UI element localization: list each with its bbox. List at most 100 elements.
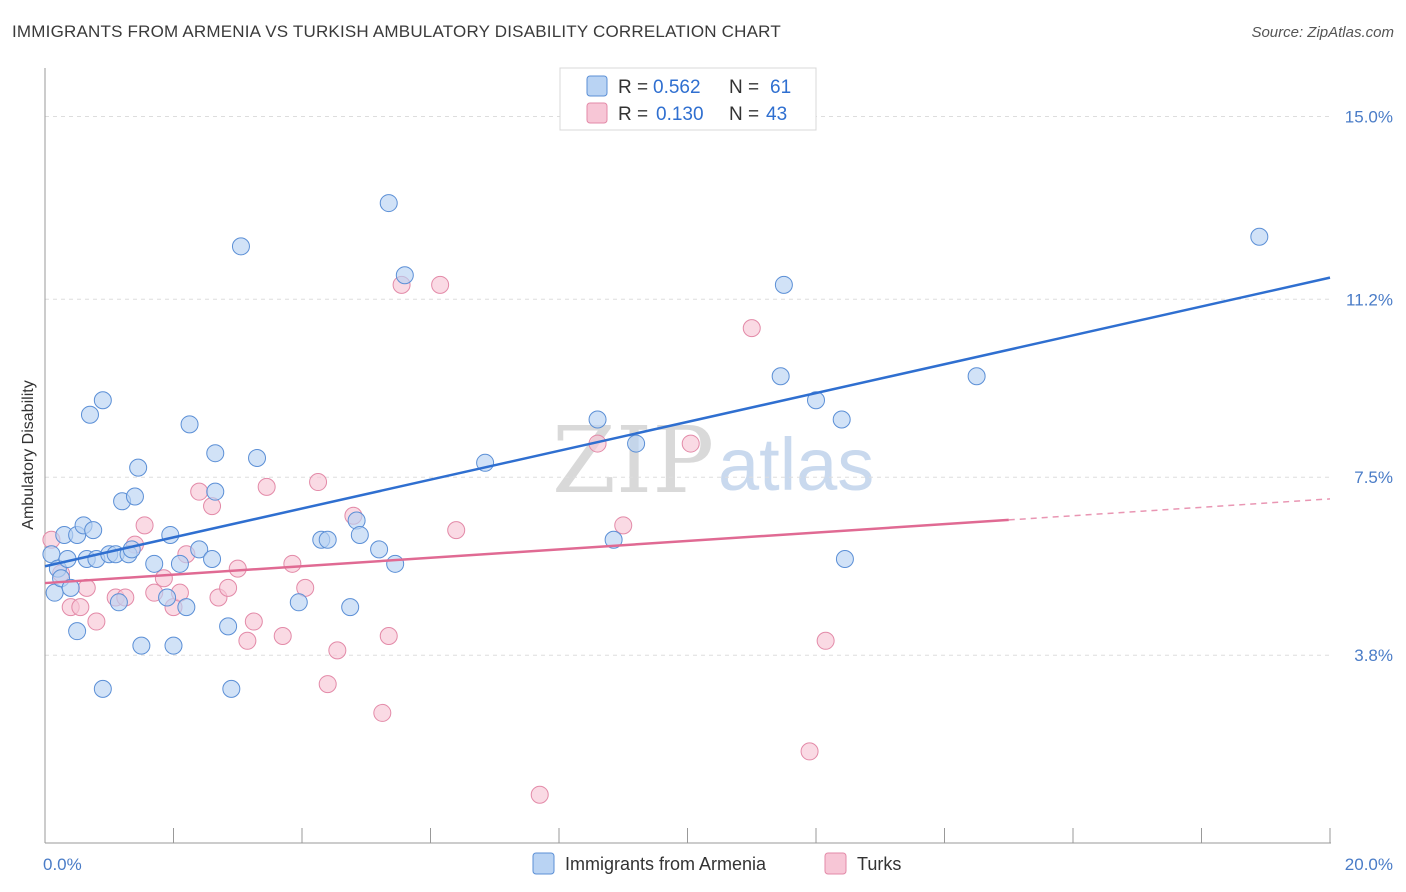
x-tick-label-1: 20.0%	[1345, 855, 1393, 874]
point-pink-31	[379, 626, 398, 645]
bottom-legend-swatch-armenia	[532, 852, 555, 875]
legend-n-value-1: 43	[766, 104, 787, 125]
point-blue-51	[588, 410, 607, 429]
legend-n-label-0: N =	[729, 77, 759, 98]
point-blue-43	[341, 598, 360, 617]
point-blue-53	[627, 434, 646, 453]
point-blue-57	[832, 410, 851, 429]
point-blue-46	[370, 540, 389, 559]
point-blue-24	[132, 636, 151, 655]
point-pink-39	[742, 319, 761, 338]
point-pink-35	[530, 785, 549, 804]
point-blue-11	[80, 405, 99, 424]
watermark-zip: ZIP	[552, 407, 714, 514]
point-pink-34	[447, 521, 466, 540]
legend: R = 0.562 N = 61 R = 0.130 N = 43	[559, 67, 817, 131]
point-blue-36	[219, 617, 238, 636]
trend-line-blue	[44, 276, 1331, 568]
point-pink-30	[373, 703, 392, 722]
trend-line-pink-extension	[1008, 498, 1331, 521]
point-blue-18	[109, 593, 128, 612]
point-blue-12	[84, 521, 103, 540]
point-pink-5	[87, 612, 106, 631]
point-blue-27	[161, 525, 180, 544]
axes	[44, 68, 1331, 844]
point-pink-21	[244, 612, 263, 631]
point-pink-23	[273, 626, 292, 645]
point-blue-48	[386, 554, 405, 573]
bottom-legend: Immigrants from Armenia Turks	[532, 852, 901, 875]
point-blue-49	[395, 266, 414, 285]
legend-swatch-blue	[586, 75, 608, 97]
point-blue-22	[125, 487, 144, 506]
point-blue-26	[158, 588, 177, 607]
legend-n-value-0: 61	[770, 77, 791, 98]
point-pink-28	[328, 641, 347, 660]
bottom-legend-swatch-turks	[824, 852, 847, 875]
point-pink-26	[309, 473, 328, 492]
point-blue-54	[771, 367, 790, 386]
legend-r-value-1: 0.130	[656, 104, 704, 125]
point-blue-52	[604, 530, 623, 549]
point-blue-14	[93, 391, 112, 410]
legend-r-label-0: R =	[618, 77, 648, 98]
point-pink-41	[816, 631, 835, 650]
y-tick-label-2: 11.2%	[1346, 290, 1393, 309]
point-blue-60	[1250, 227, 1269, 246]
point-blue-23	[129, 458, 148, 477]
point-pink-11	[154, 569, 173, 588]
point-pink-38	[681, 434, 700, 453]
legend-swatch-pink	[586, 102, 608, 124]
point-pink-33	[431, 275, 450, 294]
point-blue-35	[206, 444, 225, 463]
y-axis-title: Ambulatory Disability	[20, 380, 37, 529]
point-pink-15	[190, 482, 209, 501]
x-tick-label-0: 0.0%	[43, 855, 82, 874]
point-blue-40	[289, 593, 308, 612]
legend-n-label-1: N =	[729, 104, 759, 125]
point-pink-27	[318, 675, 337, 694]
watermark-atlas: atlas	[718, 423, 874, 506]
point-pink-3	[71, 598, 90, 617]
point-blue-29	[170, 554, 189, 573]
point-pink-9	[135, 516, 154, 535]
point-blue-32	[190, 540, 209, 559]
point-pink-18	[219, 578, 238, 597]
point-pink-20	[238, 631, 257, 650]
watermark: ZIP atlas	[552, 407, 874, 514]
trend-lines	[44, 276, 1331, 585]
point-blue-21	[122, 540, 141, 559]
point-pink-19	[228, 559, 247, 578]
point-pink-22	[257, 477, 276, 496]
point-blue-33	[203, 550, 222, 569]
point-blue-38	[231, 237, 250, 256]
point-blue-28	[164, 636, 183, 655]
point-blue-8	[68, 622, 87, 641]
point-blue-45	[350, 525, 369, 544]
point-pink-37	[614, 516, 633, 535]
legend-r-label-1: R =	[618, 104, 648, 125]
point-blue-42	[318, 530, 337, 549]
point-blue-34	[206, 482, 225, 501]
y-tick-label-0: 3.8%	[1354, 646, 1393, 665]
point-blue-58	[835, 550, 854, 569]
point-pink-40	[800, 742, 819, 761]
point-blue-59	[967, 367, 986, 386]
point-blue-25	[145, 554, 164, 573]
point-blue-56	[807, 391, 825, 410]
trend-line-pink	[44, 518, 1009, 585]
point-blue-47	[379, 194, 398, 213]
bottom-legend-label-armenia: Immigrants from Armenia	[565, 854, 767, 874]
point-blue-6	[61, 578, 80, 597]
bottom-legend-label-turks: Turks	[857, 854, 901, 874]
y-tick-label-1: 7.5%	[1354, 468, 1393, 487]
source-credit: Source: ZipAtlas.com	[1251, 24, 1394, 41]
point-pink-24	[283, 554, 302, 573]
point-blue-31	[180, 415, 199, 434]
chart-title: IMMIGRANTS FROM ARMENIA VS TURKISH AMBUL…	[12, 22, 781, 41]
tick-labels: 3.8% 7.5% 11.2% 15.0% 0.0% 20.0%	[43, 107, 1393, 874]
y-tick-label-3: 15.0%	[1345, 107, 1393, 126]
point-blue-30	[177, 598, 196, 617]
point-blue-37	[222, 679, 241, 698]
